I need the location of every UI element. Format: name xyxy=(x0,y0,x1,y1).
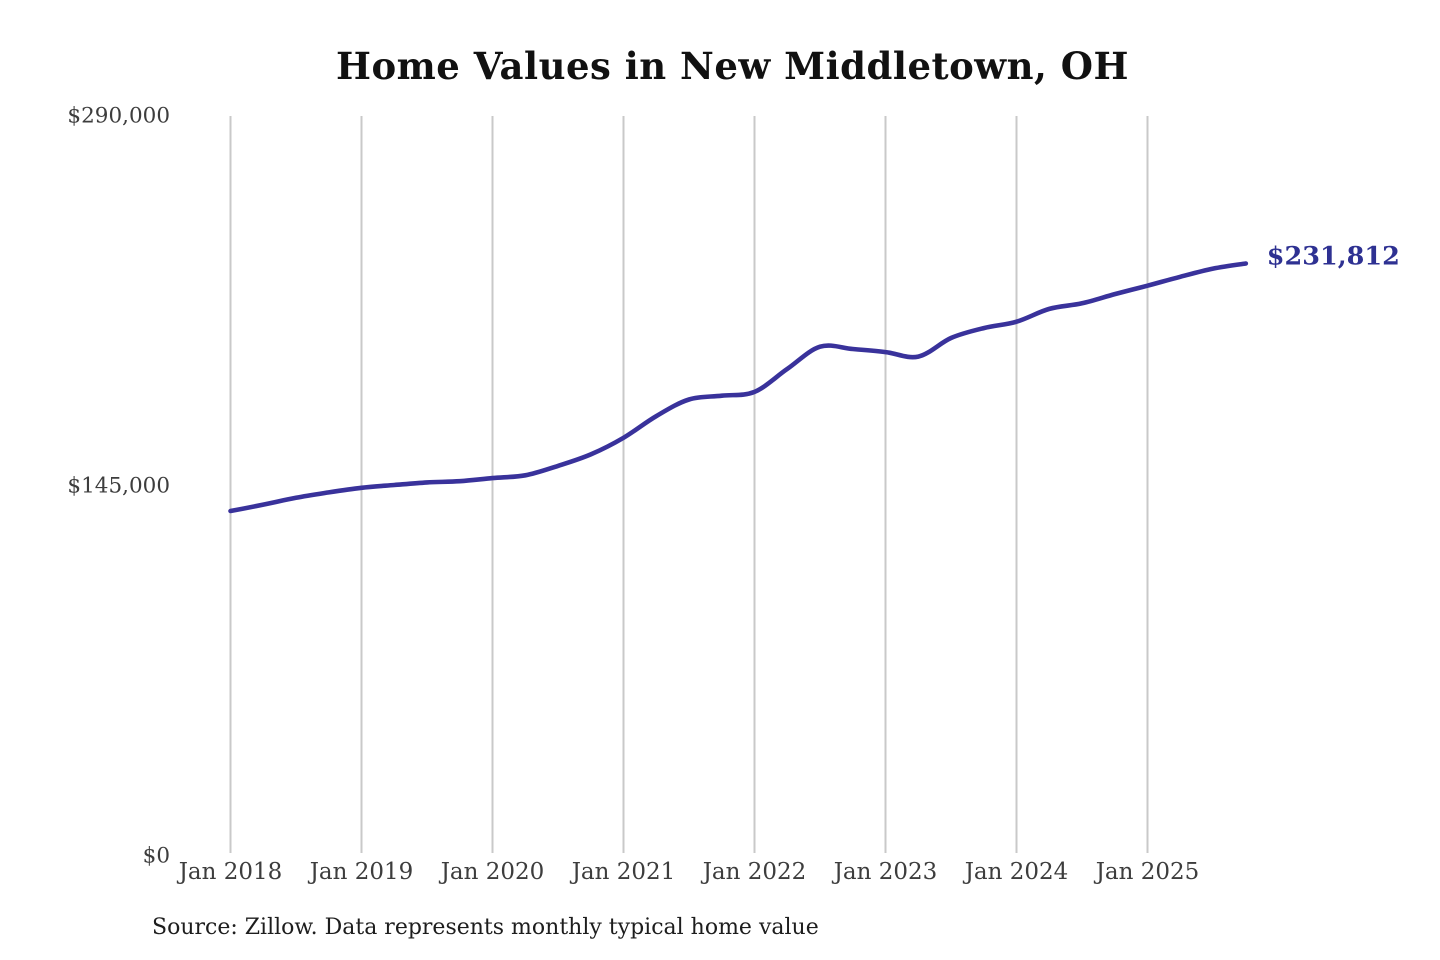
x-axis-tick-label: Jan 2025 xyxy=(1094,859,1200,885)
x-axis-tick-label: Jan 2018 xyxy=(177,859,283,885)
y-axis-tick-label: $145,000 xyxy=(67,474,170,499)
chart-title: Home Values in New Middletown, OH xyxy=(336,44,1129,88)
y-axis-tick-label: $290,000 xyxy=(67,104,170,129)
x-axis-tick-label: Jan 2023 xyxy=(832,859,938,885)
x-axis-tick-label: Jan 2024 xyxy=(963,859,1069,885)
source-note: Source: Zillow. Data represents monthly … xyxy=(152,915,819,940)
y-axis-tick-label: $0 xyxy=(143,844,170,869)
x-axis-tick-label: Jan 2022 xyxy=(701,859,807,885)
x-axis-tick-label: Jan 2021 xyxy=(570,859,676,885)
x-axis-tick-label: Jan 2020 xyxy=(439,859,545,885)
home-value-line xyxy=(228,261,1249,514)
x-axis-tick-label: Jan 2019 xyxy=(308,859,414,885)
latest-value-label: $231,812 xyxy=(1267,241,1400,271)
